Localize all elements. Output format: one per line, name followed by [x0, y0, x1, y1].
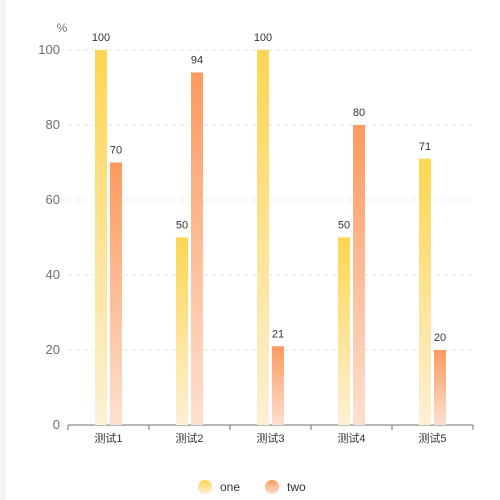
- y-tick-label: 40: [46, 267, 60, 282]
- y-tick-label: 60: [46, 192, 60, 207]
- data-label: 21: [272, 328, 284, 340]
- bar-one[interactable]: [338, 237, 350, 426]
- bar-two[interactable]: [272, 346, 284, 425]
- x-tick-label: 测试4: [337, 432, 365, 445]
- data-label: 71: [419, 141, 431, 153]
- legend-marker-two[interactable]: [265, 480, 279, 494]
- chart-panel: 0 20 40 60 80 100% 测试1 测试2 测试3 测试4 测试5 100 50 100 50 7…: [6, 0, 500, 500]
- data-label: 100: [254, 32, 272, 44]
- data-label: 50: [338, 220, 350, 232]
- bar-one[interactable]: [95, 50, 107, 425]
- legend-marker-one[interactable]: [198, 480, 212, 494]
- data-label: 50: [176, 220, 188, 232]
- bar-one[interactable]: [176, 237, 188, 426]
- gridlines: [68, 49, 473, 351]
- bars: [95, 50, 446, 425]
- x-tick-label: 测试2: [175, 432, 203, 445]
- bar-one[interactable]: [257, 50, 269, 425]
- data-label: 70: [110, 145, 122, 157]
- data-label: 20: [434, 332, 446, 344]
- bar-two[interactable]: [434, 350, 446, 425]
- y-tick-label: 80: [46, 117, 60, 132]
- legend-label-one[interactable]: one: [220, 480, 240, 494]
- y-tick-label: 20: [46, 342, 60, 357]
- legend-label-two[interactable]: two: [287, 480, 306, 494]
- y-tick-label: 100: [38, 42, 60, 57]
- bar-two[interactable]: [191, 72, 203, 426]
- data-label: 100: [92, 32, 110, 44]
- left-rail: [0, 0, 6, 500]
- data-label: 80: [353, 107, 365, 119]
- bar-two[interactable]: [110, 162, 122, 426]
- data-label: 94: [191, 55, 203, 67]
- bar-chart: 0 20 40 60 80 100% 测试1 测试2 测试3 测试4 测试5 100 50 100 50 7…: [38, 21, 474, 494]
- y-axis-unit-label: %: [57, 21, 68, 35]
- y-tick-label: 0: [53, 417, 60, 432]
- legend[interactable]: one two: [198, 480, 306, 494]
- axes: 0 20 40 60 80 100% 测试1 测试2 测试3 测试4 测试5: [38, 21, 474, 445]
- bar-one[interactable]: [419, 158, 431, 425]
- x-tick-label: 测试3: [256, 432, 284, 445]
- data-labels: 100 50 100 50 71 70 94 21 80 20: [92, 32, 446, 344]
- x-tick-label: 测试1: [94, 432, 122, 445]
- x-tick-label: 测试5: [418, 432, 446, 445]
- bar-two[interactable]: [353, 125, 365, 425]
